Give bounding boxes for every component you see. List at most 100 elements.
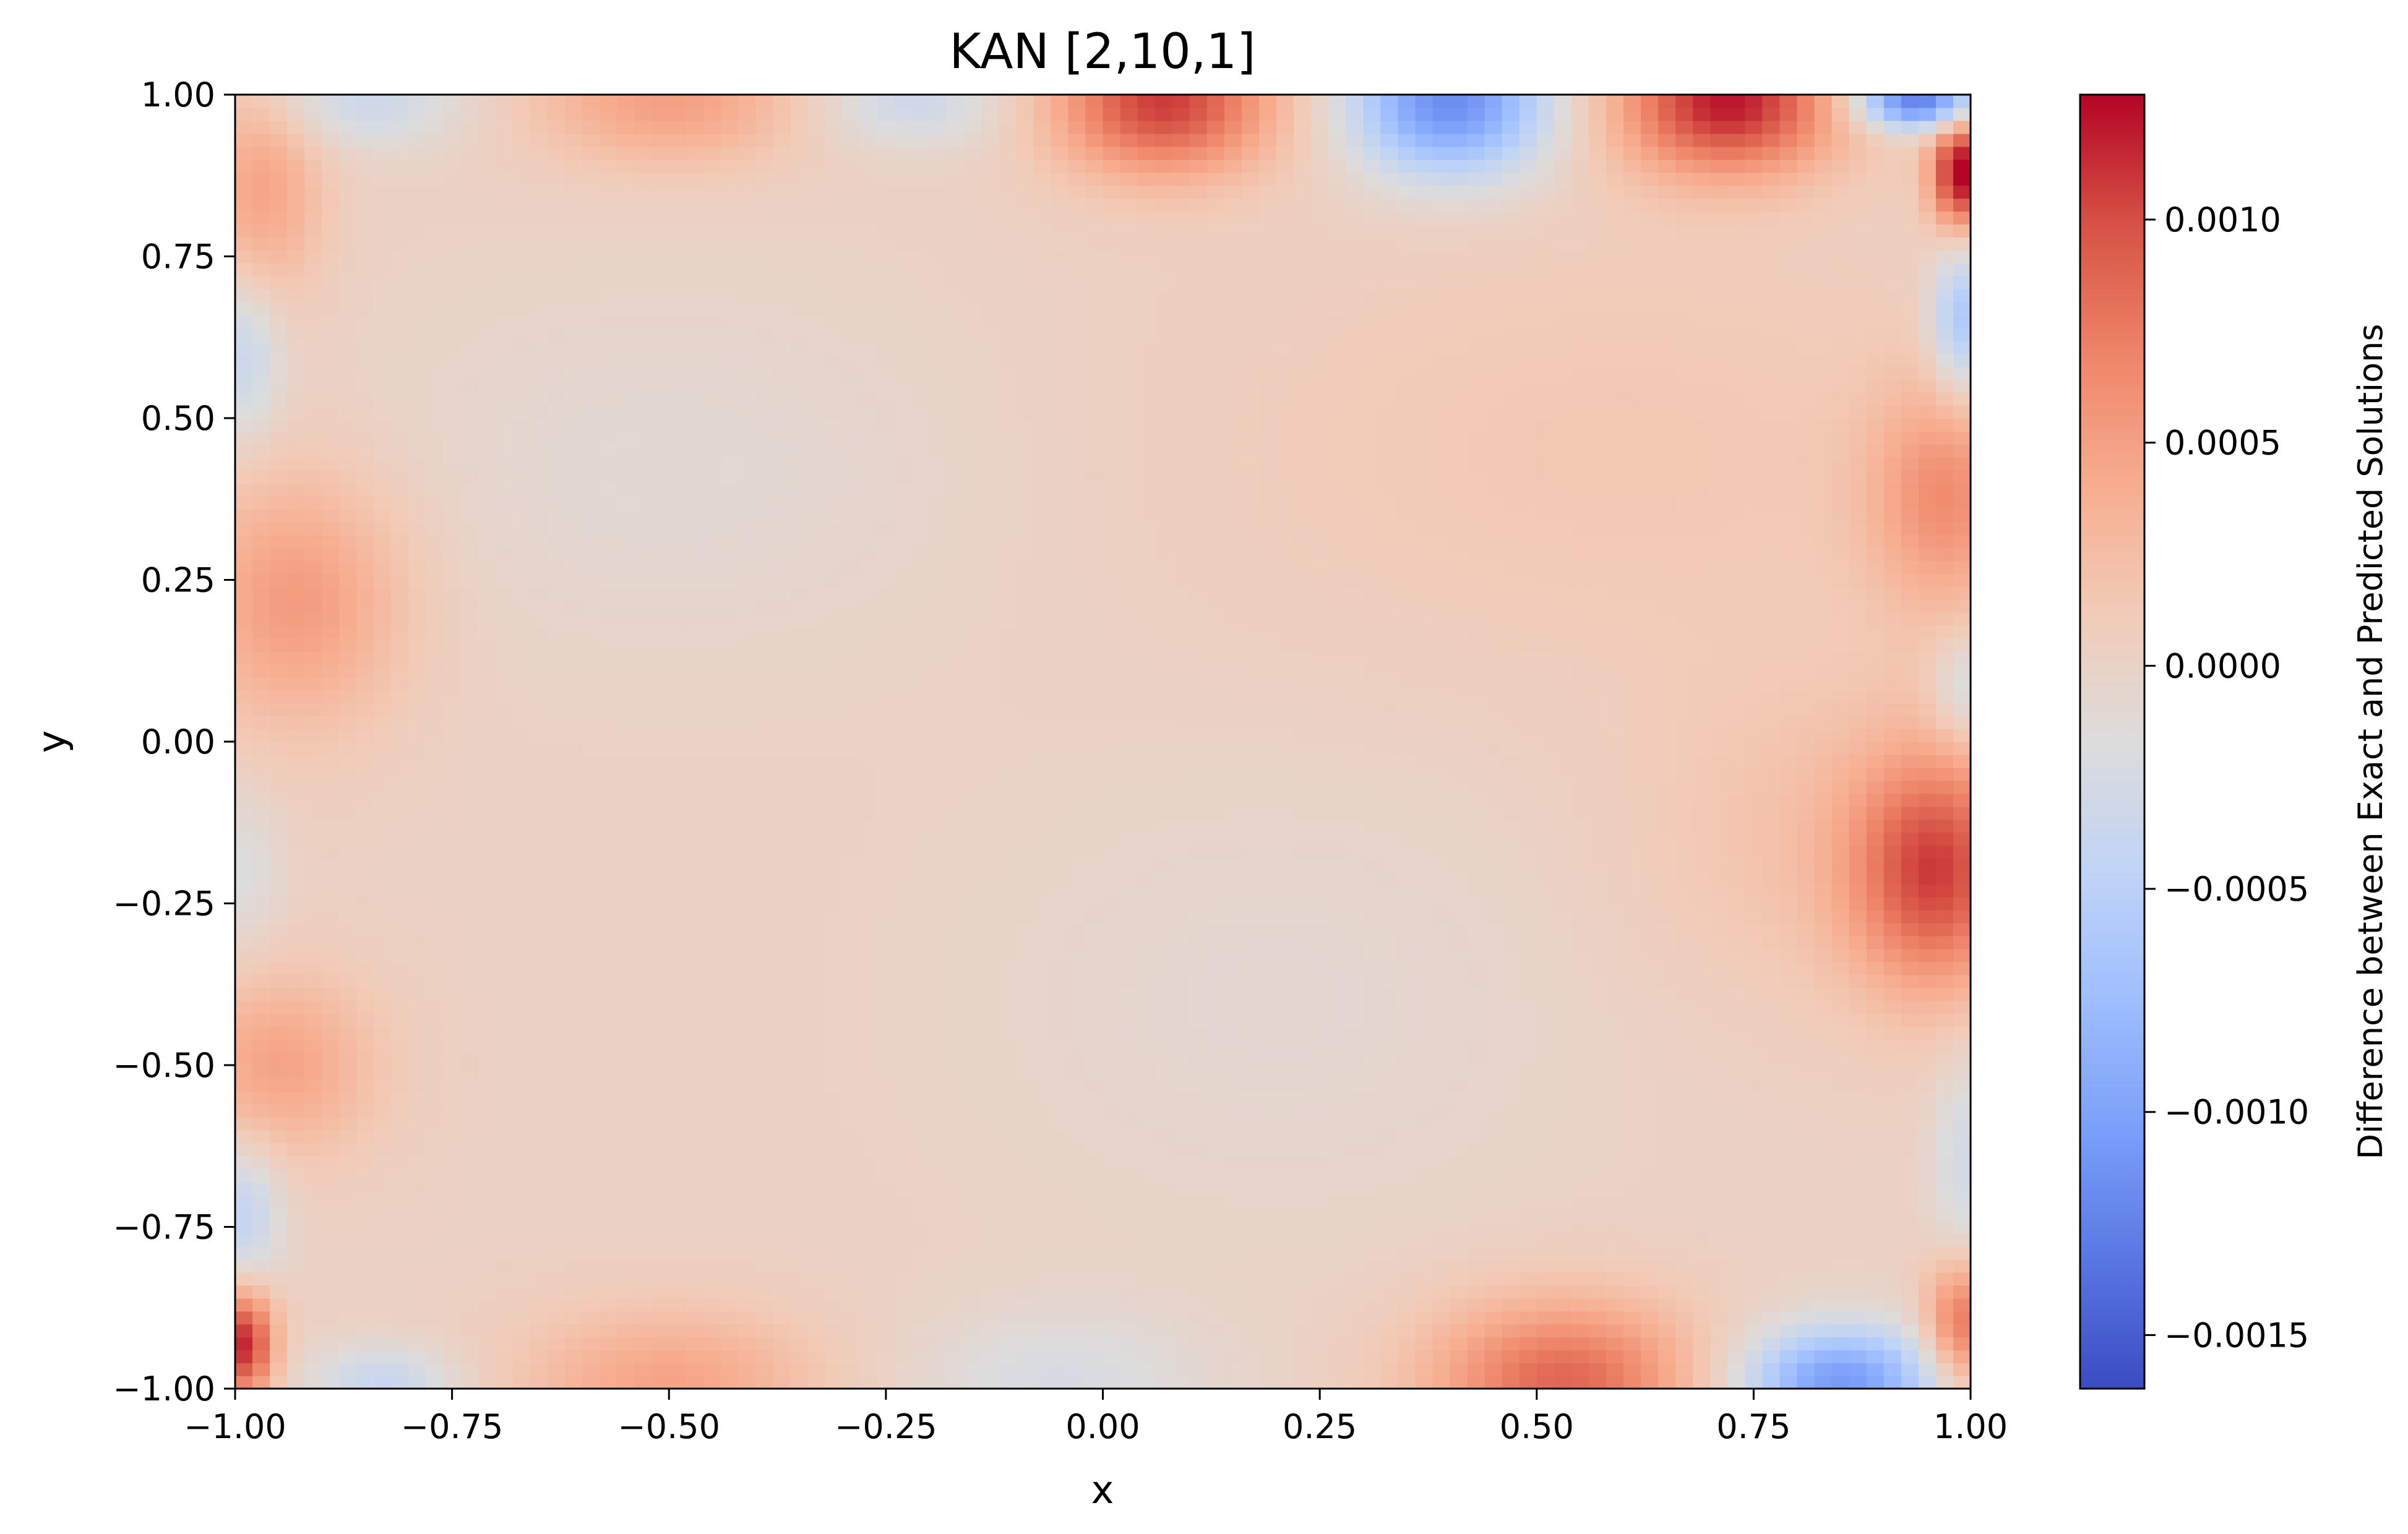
- heatmap-cell: [703, 1246, 722, 1260]
- heatmap-cell: [1762, 987, 1781, 1001]
- heatmap-cell: [1727, 1052, 1746, 1066]
- heatmap-cell: [738, 1155, 757, 1170]
- heatmap-cell: [1484, 1207, 1503, 1221]
- heatmap-cell: [1693, 1376, 1711, 1389]
- heatmap-cell: [842, 1207, 861, 1221]
- heatmap-cell: [825, 1078, 843, 1092]
- heatmap-cell: [1103, 1129, 1121, 1144]
- heatmap-cell: [1328, 1194, 1346, 1208]
- heatmap-cell: [929, 1220, 947, 1234]
- heatmap-cell: [1380, 1052, 1399, 1066]
- heatmap-cell: [1727, 832, 1746, 846]
- heatmap-cell: [564, 1337, 583, 1351]
- heatmap-cell: [374, 754, 392, 768]
- heatmap-cell: [1467, 1013, 1486, 1027]
- heatmap-cell: [1762, 1246, 1781, 1260]
- heatmap-cell: [1380, 1181, 1399, 1195]
- heatmap-cell: [460, 1298, 479, 1312]
- heatmap-cell: [426, 754, 444, 768]
- heatmap-cell: [1068, 845, 1086, 859]
- heatmap-cell: [443, 1052, 462, 1066]
- heatmap-cell: [1606, 1363, 1624, 1376]
- heatmap-cell: [322, 987, 340, 1001]
- heatmap-cell: [999, 922, 1017, 936]
- heatmap-cell: [911, 1129, 930, 1144]
- heatmap-cell: [1866, 974, 1885, 988]
- heatmap-cell: [1137, 1324, 1156, 1338]
- heatmap-cell: [391, 1168, 410, 1183]
- heatmap-cell: [1189, 754, 1208, 768]
- heatmap-cell: [1866, 1142, 1885, 1157]
- heatmap-cell: [1484, 1272, 1503, 1286]
- heatmap-cell: [1953, 948, 1971, 962]
- heatmap-cell: [1085, 1013, 1104, 1027]
- heatmap-cell: [947, 832, 965, 846]
- heatmap-cell: [287, 1052, 305, 1066]
- heatmap-cell: [1502, 1013, 1520, 1027]
- heatmap-cell: [721, 974, 739, 988]
- heatmap-cell: [755, 806, 774, 820]
- heatmap-cell: [1918, 974, 1937, 988]
- heatmap-cell: [1831, 1207, 1850, 1221]
- heatmap-cell: [1363, 897, 1382, 911]
- heatmap-cell: [478, 1324, 496, 1338]
- heatmap-cell: [738, 1350, 757, 1363]
- heatmap-cell: [911, 948, 930, 962]
- heatmap-cell: [1883, 1039, 1902, 1053]
- heatmap-cell: [374, 961, 392, 975]
- heatmap-cell: [304, 1194, 323, 1208]
- heatmap-cell: [582, 1233, 600, 1247]
- heatmap-cell: [1484, 935, 1503, 949]
- heatmap-cell: [1276, 1324, 1294, 1338]
- heatmap-cell: [999, 1065, 1017, 1079]
- heatmap-cell: [1623, 819, 1641, 833]
- heatmap-cell: [1797, 1168, 1815, 1183]
- heatmap-cell: [1571, 1181, 1589, 1195]
- heatmap-cell: [1588, 1376, 1607, 1389]
- heatmap-cell: [547, 1272, 565, 1286]
- heatmap-cell: [911, 1103, 930, 1118]
- heatmap-cell: [1849, 1233, 1867, 1247]
- heatmap-cell: [999, 1298, 1017, 1312]
- heatmap-cell: [1727, 909, 1746, 923]
- heatmap-cell: [1051, 1013, 1069, 1027]
- heatmap-cell: [1935, 961, 1954, 975]
- heatmap-cell: [322, 935, 340, 949]
- heatmap-cell: [1172, 1259, 1190, 1273]
- heatmap-cell: [426, 1013, 444, 1027]
- heatmap-cell: [669, 1103, 687, 1118]
- heatmap-cell: [1727, 974, 1746, 988]
- heatmap-cell: [929, 1376, 947, 1389]
- heatmap-cell: [825, 1298, 843, 1312]
- heatmap-cell: [495, 871, 514, 885]
- heatmap-cell: [1016, 1013, 1034, 1027]
- heatmap-cell: [1849, 1155, 1867, 1170]
- heatmap-cell: [1502, 1220, 1520, 1234]
- heatmap-cell: [408, 1246, 427, 1260]
- heatmap-cell: [1901, 1350, 1919, 1363]
- heatmap-cell: [391, 1311, 410, 1325]
- heatmap-cell: [582, 1052, 600, 1066]
- heatmap-cell: [1172, 1233, 1190, 1247]
- heatmap-cell: [322, 767, 340, 781]
- heatmap-cell: [617, 1246, 635, 1260]
- heatmap-cell: [1849, 1298, 1867, 1312]
- heatmap-cell: [1294, 742, 1312, 755]
- heatmap-cell: [1432, 767, 1451, 781]
- heatmap-cell: [1849, 1324, 1867, 1338]
- heatmap-cell: [1935, 1272, 1954, 1286]
- heatmap-cell: [1033, 1246, 1052, 1260]
- heatmap-cell: [322, 1026, 340, 1040]
- heatmap-cell: [600, 974, 617, 988]
- heatmap-cell: [374, 1000, 392, 1014]
- heatmap-cell: [1276, 897, 1294, 911]
- heatmap-cell: [1137, 1181, 1156, 1195]
- heatmap-cell: [1415, 961, 1434, 975]
- heatmap-cell: [1206, 897, 1225, 911]
- heatmap-cell: [790, 1233, 809, 1247]
- heatmap-cell: [634, 1065, 652, 1079]
- heatmap-cell: [1710, 1337, 1729, 1351]
- heatmap-cell: [252, 1207, 270, 1221]
- heatmap-cell: [981, 974, 999, 988]
- heatmap-cell: [1172, 1376, 1190, 1389]
